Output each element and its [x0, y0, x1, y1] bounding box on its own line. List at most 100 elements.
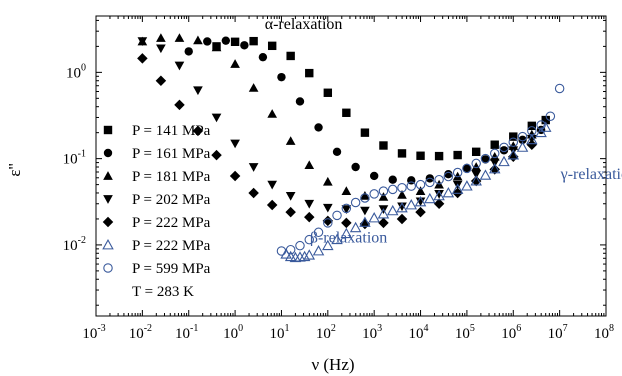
data-point [471, 170, 482, 180]
data-point [304, 160, 315, 170]
data-point [526, 139, 538, 150]
data-point [527, 121, 537, 131]
series-1 [212, 36, 550, 161]
data-point [425, 177, 435, 188]
data-point [471, 162, 482, 171]
x-tick-label: 107 [548, 323, 568, 342]
legend: P = 141 MPa P = 161 MPa P = 181 MPa P = 202… [102, 123, 211, 300]
data-point [369, 171, 379, 181]
data-point [314, 123, 323, 132]
data-point [386, 204, 399, 216]
series-2 [184, 36, 546, 185]
y-tick-label: 10-1 [63, 149, 86, 168]
data-point [332, 210, 342, 221]
data-point [490, 140, 499, 149]
data-point [277, 72, 286, 82]
x-tick-label: 105 [455, 323, 475, 342]
data-point [313, 227, 324, 238]
y-tick-label: 10-2 [63, 235, 86, 254]
data-point [509, 132, 518, 141]
x-tick-label: 100 [223, 323, 243, 342]
data-point [518, 135, 527, 145]
data-point [137, 53, 148, 64]
data-point [481, 155, 490, 164]
annotation-3: β-relaxation [310, 230, 387, 247]
data-point [248, 187, 259, 199]
data-point [442, 187, 455, 198]
data-point [396, 213, 408, 225]
data-point [470, 175, 482, 187]
data-point [499, 142, 509, 153]
data-point [414, 195, 427, 207]
data-point [312, 245, 325, 256]
data-point [488, 162, 501, 174]
data-point [211, 42, 222, 52]
data-point [174, 33, 185, 42]
data-point [535, 126, 547, 138]
data-point [193, 86, 203, 96]
data-point [452, 167, 463, 178]
data-point [323, 218, 333, 228]
annotation-2: γ-relaxation [560, 166, 622, 183]
legend-label: P = 161 MPa [132, 146, 211, 162]
data-point [489, 164, 500, 175]
data-point [156, 44, 166, 54]
data-point [539, 121, 552, 132]
data-point [406, 181, 417, 191]
data-point [480, 153, 491, 164]
data-point [229, 170, 241, 182]
data-point [434, 190, 444, 199]
data-point [322, 176, 333, 186]
data-point [378, 186, 389, 196]
data-point [499, 146, 509, 155]
data-point [416, 151, 425, 160]
legend-marker [103, 263, 113, 273]
data-point [174, 99, 185, 111]
data-point [341, 203, 352, 214]
data-point [230, 37, 240, 47]
data-point [396, 202, 408, 213]
data-point [295, 97, 305, 106]
plot-frame [95, 15, 607, 317]
data-point [285, 244, 296, 255]
data-point [350, 197, 361, 208]
data-point [471, 158, 481, 169]
data-point [489, 151, 500, 161]
legend-label: P = 222 MPa [132, 238, 211, 254]
data-point [359, 216, 371, 227]
data-point [536, 120, 546, 130]
x-tick-label: 101 [269, 323, 289, 342]
data-point [192, 125, 204, 137]
data-point [378, 217, 389, 229]
data-point [424, 192, 436, 204]
legend-label: P = 141 MPa [132, 123, 211, 139]
data-point [444, 170, 453, 179]
data-point [526, 134, 537, 144]
data-point [193, 35, 203, 45]
data-point [305, 68, 314, 78]
data-point [230, 59, 240, 68]
legend-marker [103, 195, 113, 204]
data-point [276, 246, 287, 256]
data-point [434, 174, 444, 185]
legend-marker [102, 239, 114, 250]
data-point [397, 190, 407, 199]
data-point [211, 149, 222, 161]
data-point [527, 126, 537, 136]
data-point [387, 184, 398, 195]
data-point [433, 189, 445, 201]
tick-marks [95, 16, 607, 316]
data-point [379, 141, 388, 150]
data-point [415, 197, 426, 207]
data-point [211, 113, 222, 123]
data-point [248, 163, 259, 172]
data-point [303, 249, 316, 260]
data-point [351, 162, 360, 172]
x-tick-label: 102 [316, 323, 336, 342]
data-point [415, 206, 426, 218]
data-point [397, 182, 407, 193]
data-point [249, 36, 258, 46]
data-point [433, 198, 445, 209]
data-point [285, 192, 296, 201]
